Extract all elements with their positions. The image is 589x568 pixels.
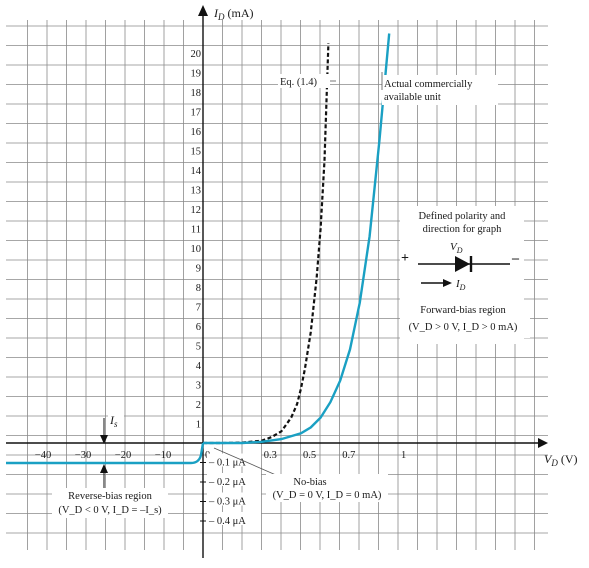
y-axis-title: ID (mA) xyxy=(213,6,254,22)
forward-label-bg xyxy=(400,300,530,338)
y-tick-label: 19 xyxy=(191,69,202,80)
x-axis-title: VD (V) xyxy=(544,452,578,468)
x-tick-label: −20 xyxy=(115,450,131,461)
y-tick-label: 7 xyxy=(196,303,201,314)
y-tick-label: 16 xyxy=(191,127,202,138)
plus-sign: + xyxy=(401,251,409,266)
y-axis-arrow xyxy=(198,5,208,16)
diode-icon xyxy=(455,256,470,272)
polarity-line1: Defined polarity and xyxy=(419,211,507,222)
y-tick-label: 13 xyxy=(191,186,202,197)
neg-tick-label: – 0.4 μA xyxy=(208,516,246,527)
actual-forward-curve xyxy=(203,33,391,445)
x-tick-label: −40 xyxy=(35,450,51,461)
curves xyxy=(6,33,391,465)
x-tick-label: 0.7 xyxy=(342,450,355,461)
x-tick-label: 0.3 xyxy=(264,450,277,461)
id-label: ID xyxy=(455,278,466,292)
y-tick-label: 8 xyxy=(196,283,201,294)
is-arrow-down-head xyxy=(100,435,108,444)
x-tick-label: −10 xyxy=(155,450,171,461)
neg-tick-bg xyxy=(207,453,261,467)
neg-tick-bg xyxy=(207,512,261,525)
nobias-label-line2: (V_D = 0 V, I_D = 0 mA) xyxy=(273,490,382,501)
actual-label-bg xyxy=(382,75,498,105)
x-tick-label: 1 xyxy=(401,450,406,461)
neg-tick-label: – 0.1 μA xyxy=(208,458,246,469)
eq-1-4-curve xyxy=(203,43,330,445)
y-tick-label: 10 xyxy=(191,244,202,255)
minus-sign: – xyxy=(511,251,520,266)
y-tick-label: 17 xyxy=(191,108,202,119)
neg-tick-bg xyxy=(207,473,261,486)
neg-tick-bg xyxy=(207,492,261,506)
x-tick-labels-reverse: −40 −30 −20 −10 xyxy=(35,450,171,461)
forward-label-line1: Forward-bias region xyxy=(420,305,506,316)
y-tick-label: 18 xyxy=(191,88,202,99)
y-tick-label: 11 xyxy=(191,225,201,236)
id-arrow-head xyxy=(443,279,452,287)
vd-label: VD xyxy=(450,241,463,255)
actual-reverse-curve xyxy=(6,442,205,465)
actual-label-line1: Actual commercially xyxy=(384,79,473,90)
y-tick-label: 4 xyxy=(196,361,202,372)
neg-tick-label: – 0.2 μA xyxy=(208,477,246,488)
nobias-label-line1: No-bias xyxy=(293,477,326,488)
reverse-label-line2: (V_D < 0 V, I_D = –I_s) xyxy=(58,505,162,516)
y-tick-label: 14 xyxy=(191,166,202,177)
is-label-bg xyxy=(108,412,124,428)
nobias-label-bg xyxy=(266,474,388,502)
x-tick-label: 0.5 xyxy=(303,450,316,461)
x-axis-arrow xyxy=(538,438,548,448)
x-tick-label: −30 xyxy=(75,450,91,461)
is-arrow-up-head xyxy=(100,464,108,473)
negative-current-tick-labels: – 0.1 μA – 0.2 μA – 0.3 μA – 0.4 μA xyxy=(200,453,261,527)
y-tick-label: 3 xyxy=(196,381,201,392)
reverse-label-bg xyxy=(52,488,168,518)
reverse-label-line1: Reverse-bias region xyxy=(68,491,152,502)
eq-label-bg xyxy=(278,74,330,88)
is-label: Is xyxy=(109,413,118,429)
neg-tick-label: – 0.3 μA xyxy=(208,497,246,508)
y-tick-label: 20 xyxy=(191,49,202,60)
forward-label-line2: (V_D > 0 V, I_D > 0 mA) xyxy=(409,322,518,333)
actual-label-line2: available unit xyxy=(384,92,441,103)
y-tick-label: 1 xyxy=(196,420,201,431)
y-tick-label: 15 xyxy=(191,147,202,158)
eq-label: Eq. (1.4) xyxy=(280,77,318,88)
y-tick-label: 2 xyxy=(196,400,201,411)
y-tick-label: 5 xyxy=(196,342,201,353)
polarity-line2: direction for graph xyxy=(423,224,502,235)
y-tick-label: 12 xyxy=(191,205,202,216)
y-tick-label: 6 xyxy=(196,322,201,333)
y-tick-label: 9 xyxy=(196,264,201,275)
